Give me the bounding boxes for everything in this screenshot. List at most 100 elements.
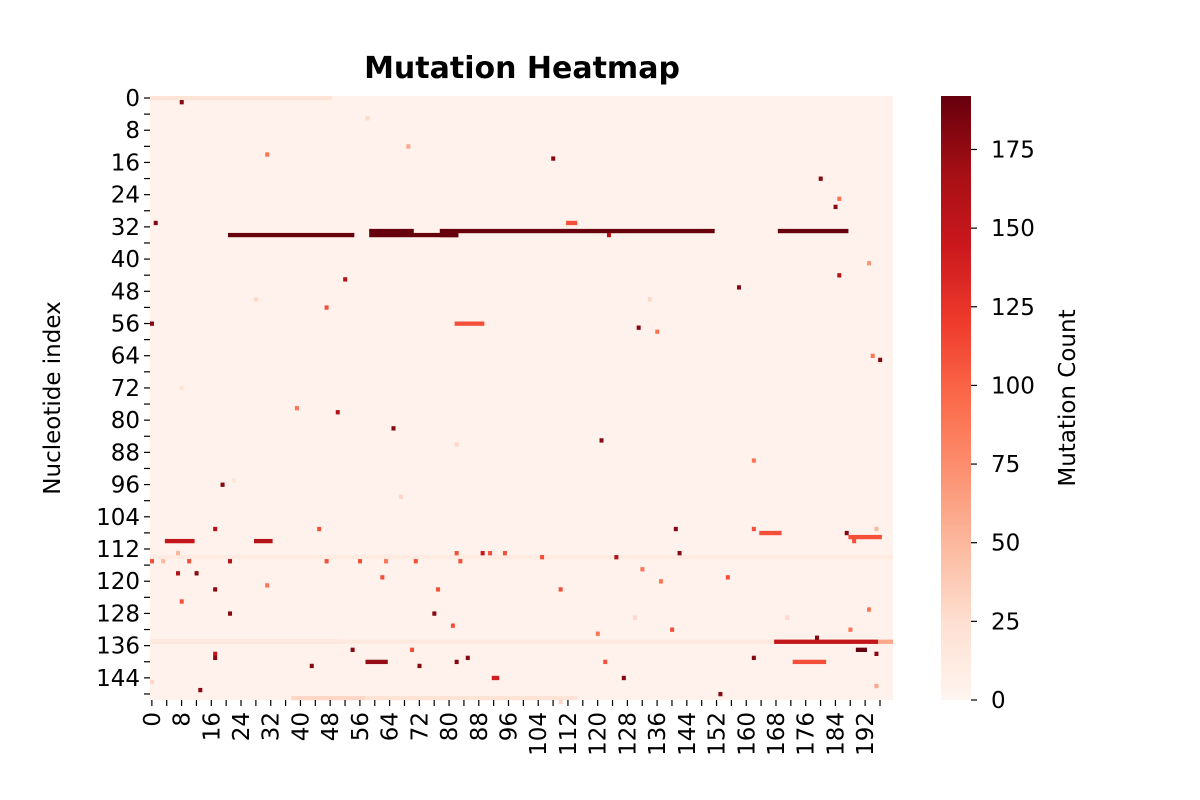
y-tick-label: 80 (111, 408, 140, 434)
x-tick-label: 128 (615, 712, 641, 756)
heatmap-cell (350, 647, 355, 652)
y-tick-label: 112 (96, 537, 140, 563)
heatmap-cell-run (254, 538, 273, 544)
heatmap-cell (844, 530, 849, 536)
heatmap-cell (410, 647, 415, 652)
x-tick-label: 64 (378, 712, 404, 741)
heatmap-cell-run (878, 639, 893, 644)
x-tick-label: 112 (556, 712, 582, 756)
heatmap-cell (384, 559, 389, 564)
heatmap-cell-run (855, 647, 867, 652)
heatmap-cell (558, 700, 563, 705)
y-tick-label: 72 (111, 376, 140, 402)
heatmap-cell (647, 297, 652, 302)
heatmap-cell (391, 426, 396, 431)
y-tick-label: 144 (96, 666, 140, 692)
y-tick-label: 32 (111, 215, 140, 241)
x-tick-label: 160 (734, 712, 760, 756)
heatmap-cell (324, 559, 329, 564)
heatmap-cell (874, 526, 879, 532)
x-tick-label: 104 (526, 712, 552, 756)
x-tick-label: 168 (764, 712, 790, 756)
heatmap-cell (324, 305, 329, 310)
heatmap-cell (380, 575, 385, 580)
heatmap-cell (751, 655, 756, 661)
heatmap-cell (866, 261, 872, 266)
x-tick-label: 48 (318, 712, 344, 741)
y-tick-label: 0 (125, 86, 140, 112)
heatmap-cell (417, 663, 422, 669)
heatmap-cell (436, 587, 441, 592)
heatmap-cell-run (454, 321, 485, 326)
heatmap-cell-run (150, 555, 893, 560)
heatmap-cell (558, 587, 563, 592)
heatmap-cell-run (369, 232, 459, 238)
heatmap-cell (837, 196, 842, 201)
heatmap-cell (176, 571, 181, 576)
colorbar-label: Mutation Count (1055, 309, 1081, 486)
heatmap-cell (213, 655, 218, 661)
heatmap-cell (595, 631, 600, 636)
y-axis-label: Nucleotide index (40, 301, 66, 494)
heatmap-cell (358, 559, 363, 564)
x-tick-label: 80 (437, 712, 463, 741)
heatmap-cell (640, 567, 645, 572)
heatmap-cell (632, 615, 637, 620)
heatmap-plot-area (150, 96, 893, 705)
heatmap-cell (837, 273, 842, 278)
heatmap-cell (150, 679, 155, 685)
x-tick-label: 192 (853, 712, 879, 756)
y-tick-label: 96 (111, 473, 140, 499)
x-tick-label: 32 (259, 712, 285, 741)
colorbar-tick-label: 0 (991, 688, 1006, 714)
y-tick-label: 8 (125, 118, 140, 144)
heatmap-cell (614, 555, 619, 560)
heatmap-cell (465, 655, 470, 661)
heatmap-cell (540, 555, 545, 560)
x-axis-ticks: 0 8 16 24 32 40 48 56 64 72 80 88 96 104 112 120 128 136 1… (140, 700, 881, 756)
heatmap-cell (150, 559, 155, 564)
heatmap-cell (751, 526, 756, 532)
x-tick-label: 8 (170, 712, 196, 727)
heatmap-cell (153, 220, 158, 226)
y-tick-label: 24 (111, 183, 140, 209)
heatmap-cell (658, 579, 663, 584)
heatmap-cell (655, 329, 660, 334)
heatmap-cell-run (848, 534, 882, 540)
heatmap-cell (413, 559, 418, 564)
heatmap-cell-run (439, 228, 715, 234)
heatmap-cell (150, 321, 155, 326)
heatmap-cell (309, 663, 314, 669)
heatmap-cell (848, 627, 853, 632)
y-tick-label: 120 (96, 569, 140, 595)
colorbar (941, 96, 971, 700)
heatmap-cell-run (566, 220, 578, 226)
colorbar-tick-label: 100 (991, 373, 1035, 399)
y-axis-ticks: 0 8 16 24 32 40 48 56 64 72 80 88 96 104 112 120 128 136 1… (96, 86, 150, 695)
heatmap-cell (432, 611, 437, 616)
heatmap-cell (213, 587, 218, 592)
heatmap-cell (673, 526, 678, 532)
heatmap-cell-run (365, 695, 578, 701)
heatmap-cell (335, 410, 340, 415)
x-tick-label: 56 (348, 712, 374, 741)
heatmap-cell-run (777, 228, 849, 234)
x-tick-label: 16 (199, 712, 225, 741)
heatmap-cell (874, 651, 879, 657)
chart-title: Mutation Heatmap (364, 51, 680, 86)
heatmap-cell (176, 551, 181, 556)
heatmap-cell (343, 277, 348, 282)
x-tick-label: 24 (229, 712, 255, 741)
heatmap-cell-run (491, 675, 500, 681)
heatmap-cell (878, 357, 883, 363)
heatmap-cell (751, 458, 756, 463)
heatmap-cell (551, 156, 556, 161)
colorbar-tick-label: 75 (991, 452, 1020, 478)
y-tick-label: 16 (111, 150, 140, 176)
heatmap-cell (725, 575, 730, 580)
x-tick-label: 176 (794, 712, 820, 756)
heatmap-cell (636, 325, 641, 330)
heatmap-cell (818, 176, 823, 181)
heatmap-cell (406, 144, 411, 149)
heatmap-cell-run (150, 639, 893, 644)
